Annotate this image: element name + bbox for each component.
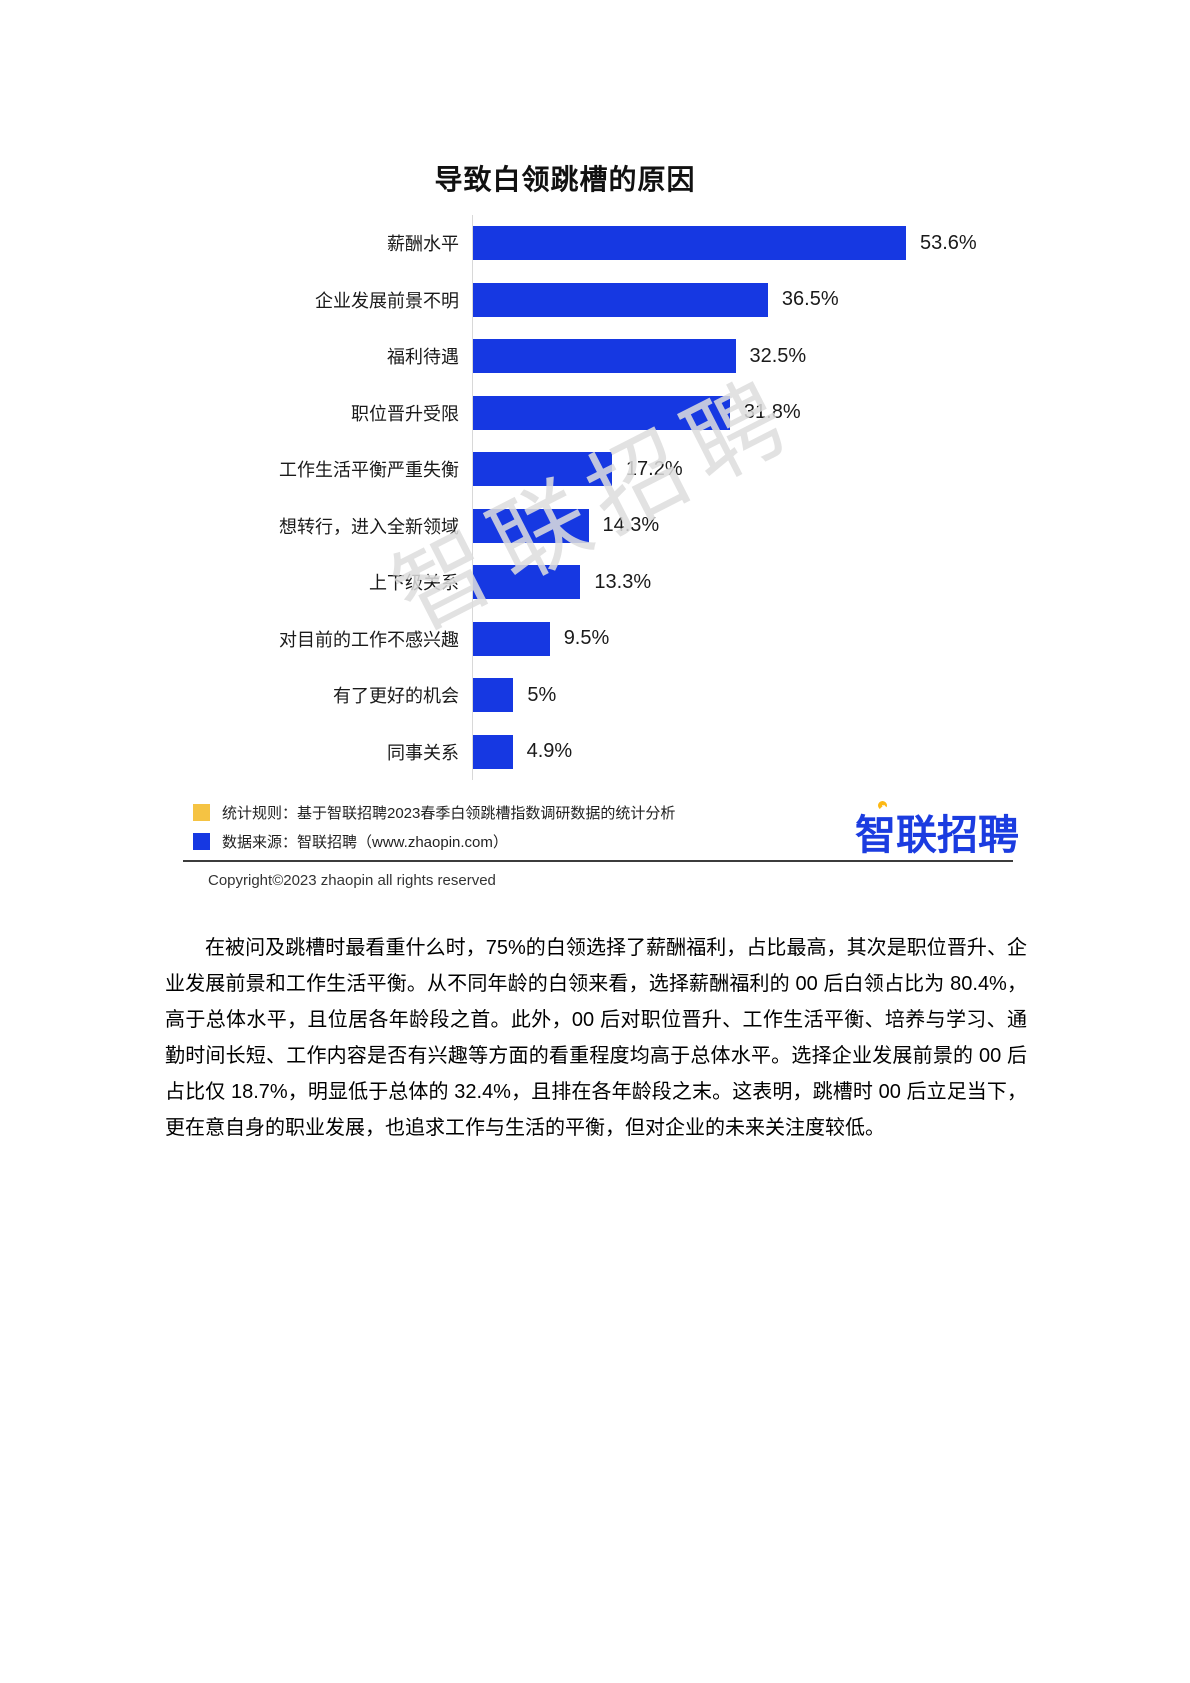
bar-row: 职位晋升受限 31.8% <box>180 384 1020 441</box>
bar-value-label: 13.3% <box>594 570 652 593</box>
bar-row: 对目前的工作不感兴趣 9.5% <box>180 610 1020 667</box>
category-label: 上下级关系 <box>369 573 459 594</box>
bar-track: 53.6% <box>472 215 1020 272</box>
bar-track: 36.5% <box>472 271 1020 328</box>
bar <box>473 565 581 600</box>
legend-item-source: 数据来源：智联招聘（www.zhaopin.com） <box>193 832 675 851</box>
legend-swatch-yellow <box>193 803 210 821</box>
bar-value-label: 36.5% <box>781 288 839 311</box>
bar-track: 9.5% <box>472 610 1020 667</box>
bar <box>473 395 730 430</box>
category-label: 薪酬水平 <box>387 234 459 255</box>
bar <box>473 452 612 487</box>
bar-track: 14.3% <box>472 497 1020 554</box>
legend-swatch-blue <box>193 832 210 850</box>
bar-row: 企业发展前景不明 36.5% <box>180 271 1020 328</box>
category-label: 企业发展前景不明 <box>315 290 459 311</box>
category-label: 想转行，进入全新领域 <box>279 516 459 537</box>
bar-value-label: 31.8% <box>743 401 801 424</box>
bar-value-label: 53.6% <box>920 231 977 254</box>
bar <box>473 508 589 543</box>
bar <box>473 621 550 656</box>
bar-value-label: 4.9% <box>526 740 573 763</box>
bar <box>473 226 906 261</box>
bar-track: 4.9% <box>472 723 1020 780</box>
bar <box>473 678 514 713</box>
bar-track: 17.2% <box>472 441 1020 498</box>
bar-row: 有了更好的机会 5% <box>180 667 1020 724</box>
location-pin-icon <box>878 801 887 810</box>
bar-row: 福利待遇 32.5% <box>180 328 1020 385</box>
bar-row: 上下级关系 13.3% <box>180 554 1020 611</box>
category-label: 工作生活平衡严重失衡 <box>279 460 459 481</box>
bar-row: 同事关系 4.9% <box>180 723 1020 780</box>
bar <box>473 339 736 374</box>
body-paragraph: 在被问及跳槽时最看重什么时，75%的白领选择了薪酬福利，占比最高，其次是职位晋升… <box>165 937 1027 1139</box>
chart-legend: 统计规则：基于智联招聘2023春季白领跳槽指数调研数据的统计分析 数据来源：智联… <box>193 803 675 861</box>
bar-track: 32.5% <box>472 328 1020 385</box>
chart-title: 导致白领跳槽的原因 <box>434 164 696 195</box>
bar-value-label: 5% <box>527 683 557 706</box>
bar-track: 5% <box>472 667 1020 724</box>
category-label: 同事关系 <box>387 742 459 763</box>
category-label: 职位晋升受限 <box>351 403 459 424</box>
category-label: 对目前的工作不感兴趣 <box>279 629 459 650</box>
legend-text: 统计规则：基于智联招聘2023春季白领跳槽指数调研数据的统计分析 <box>222 804 676 822</box>
bar-value-label: 17.2% <box>625 457 683 480</box>
zhaopin-logo-text: 智联招聘 <box>855 812 1019 858</box>
bar-row: 想转行，进入全新领域 14.3% <box>180 497 1020 554</box>
bar <box>473 734 513 769</box>
bar-chart: 薪酬水平 53.6% 企业发展前景不明 36.5% 福利待遇 32.5% 职位晋升受限 31.… <box>180 215 1020 780</box>
divider <box>183 860 1013 862</box>
category-label: 有了更好的机会 <box>333 686 459 707</box>
bar-track: 31.8% <box>472 384 1020 441</box>
legend-text: 数据来源：智联招聘（www.zhaopin.com） <box>222 833 508 851</box>
bar-row: 薪酬水平 53.6% <box>180 215 1020 272</box>
bar-value-label: 9.5% <box>563 627 610 650</box>
bar <box>473 282 768 317</box>
bar-value-label: 14.3% <box>602 514 660 537</box>
category-label: 福利待遇 <box>387 347 459 368</box>
bar-track: 13.3% <box>472 554 1020 611</box>
legend-item-rule: 统计规则：基于智联招聘2023春季白领跳槽指数调研数据的统计分析 <box>193 803 676 822</box>
zhaopin-logo: 智联招聘 <box>855 801 1019 861</box>
copyright-text: Copyright©2023 zhaopin all rights reserv… <box>208 872 496 889</box>
bar-row: 工作生活平衡严重失衡 17.2% <box>180 441 1020 498</box>
bar-value-label: 32.5% <box>749 344 807 367</box>
